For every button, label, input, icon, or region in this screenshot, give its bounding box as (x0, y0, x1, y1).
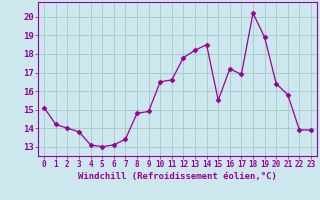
X-axis label: Windchill (Refroidissement éolien,°C): Windchill (Refroidissement éolien,°C) (78, 172, 277, 181)
